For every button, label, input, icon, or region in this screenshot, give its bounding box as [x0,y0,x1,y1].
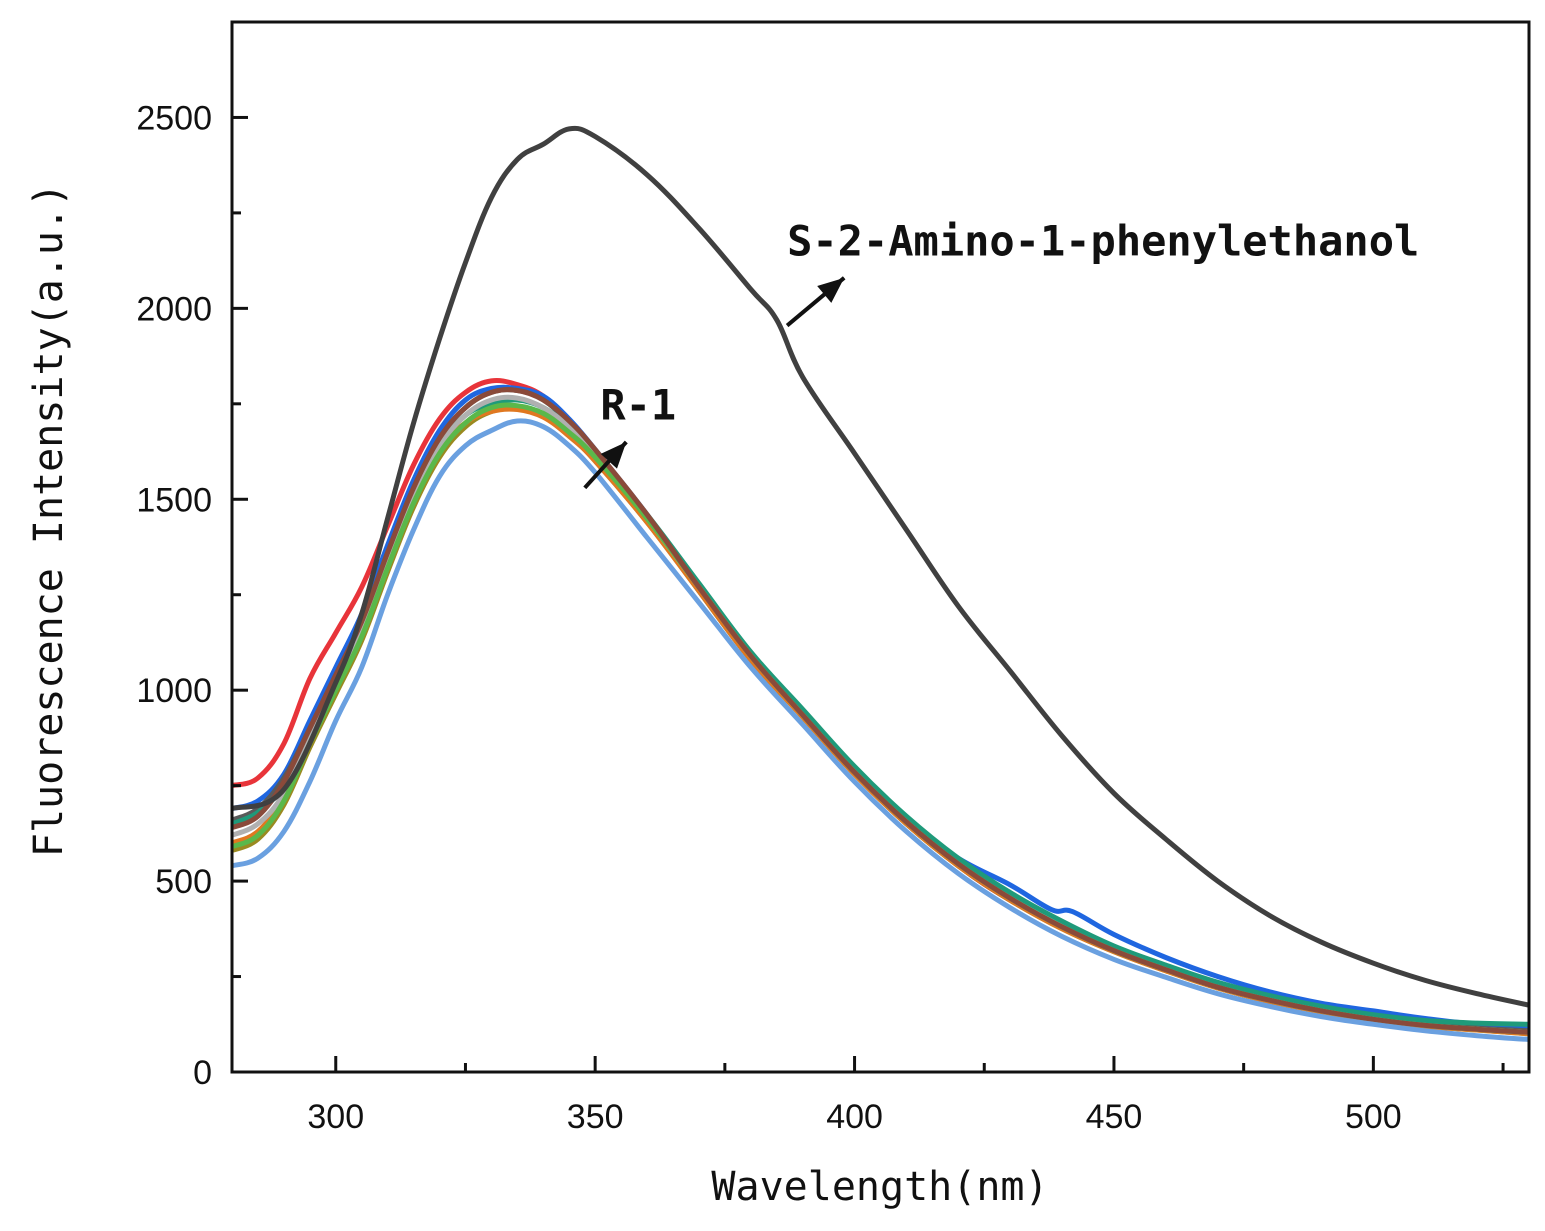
plot-frame [230,20,1531,1074]
annotation-s-2-amino-label: S-2-Amino-1-phenylethanol [787,217,1419,266]
x-tick-label: 400 [826,1098,883,1136]
x-tick-label: 300 [307,1098,364,1136]
x-axis-title: Wavelength(nm) [711,1164,1048,1210]
y-tick-label: 1000 [136,672,212,710]
y-tick-label: 0 [193,1054,212,1092]
series-layer [232,125,1529,1042]
y-tick-label: 1500 [136,481,212,519]
annotation-arrow-head [817,277,845,303]
y-tick-label: 2000 [136,290,212,328]
annotation-arrow-head [600,442,627,469]
y-tick-label: 2500 [136,99,212,137]
y-tick-label: 500 [155,863,212,901]
x-tick-label: 350 [567,1098,624,1136]
series-line-s-2-amino-1-phenylethanol [232,125,1529,1008]
axes-layer: 300 350 400 450 500 0 500 1000 1500 2000 2500 [136,20,1531,1136]
annotation-r-1-label: R-1 [600,381,676,430]
x-tick-label: 450 [1086,1098,1143,1136]
annotation-layer: S-2-Amino-1-phenylethanol R-1 [583,217,1419,490]
y-axis-title: Fluorescence Intensity(a.u.) [26,183,72,857]
series-line-r-1-brown [232,387,1529,1035]
series-line-r-1-light-blue [232,418,1529,1042]
x-tick-label: 500 [1345,1098,1402,1136]
